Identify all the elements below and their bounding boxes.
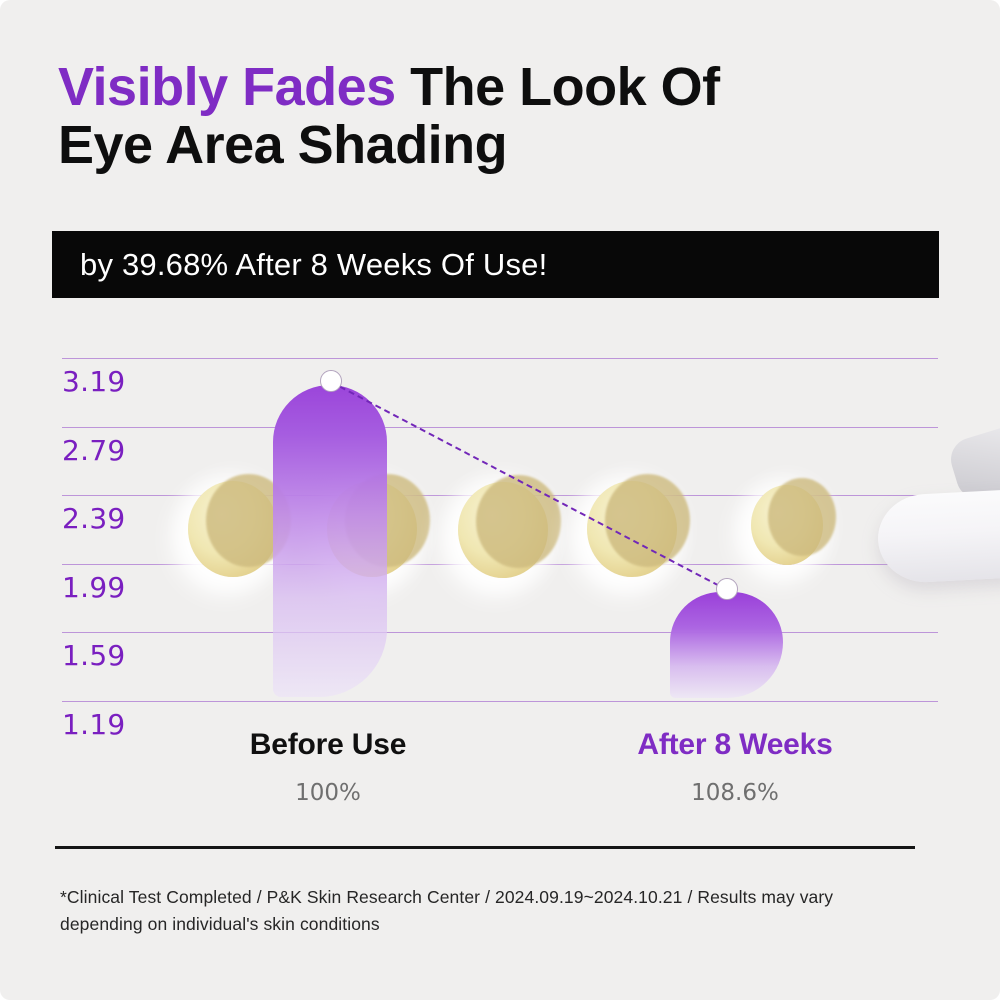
bar-after-8-weeks xyxy=(670,592,783,698)
y-axis-tick: 2.39 xyxy=(62,502,126,535)
product-tube-tip xyxy=(875,487,1000,585)
category-label: After 8 Weeks xyxy=(637,728,833,761)
y-axis-tick: 1.59 xyxy=(62,639,126,672)
gridline xyxy=(62,358,938,359)
category-percentage: 108.6% xyxy=(691,780,779,806)
title-highlight: Visibly Fades xyxy=(58,57,396,117)
y-axis-tick: 1.99 xyxy=(62,571,126,604)
cream-dollop xyxy=(188,481,278,577)
category-after-8-weeks: After 8 Weeks 108.6% xyxy=(575,728,895,806)
title-line1: Visibly Fades The Look Of xyxy=(58,58,720,116)
title-line2: Eye Area Shading xyxy=(58,115,508,175)
cream-dollop xyxy=(458,482,548,578)
bar-chart: 3.19 2.79 2.39 1.99 1.59 1.19 Before Use… xyxy=(0,330,1000,850)
cream-dollop xyxy=(587,481,677,577)
cream-dollop xyxy=(751,485,823,565)
category-before-use: Before Use 100% xyxy=(168,728,488,806)
category-label: Before Use xyxy=(249,728,407,761)
footer-divider xyxy=(55,846,915,849)
gridline xyxy=(62,427,938,428)
title-rest: The Look Of xyxy=(395,57,720,117)
y-axis-tick: 3.19 xyxy=(62,365,126,398)
y-axis-tick: 1.19 xyxy=(62,708,126,741)
claim-banner: by 39.68% After 8 Weeks Of Use! xyxy=(52,231,939,298)
category-percentage: 100% xyxy=(295,780,361,806)
data-point-marker-before xyxy=(320,370,342,392)
gridline xyxy=(62,632,938,633)
claim-banner-text: by 39.68% After 8 Weeks Of Use! xyxy=(80,246,548,282)
y-axis-tick: 2.79 xyxy=(62,434,126,467)
disclaimer-text: *Clinical Test Completed / P&K Skin Rese… xyxy=(60,887,834,934)
bar-before-use xyxy=(273,385,387,697)
page-title: Visibly Fades The Look Of Eye Area Shadi… xyxy=(58,58,720,174)
data-point-marker-after xyxy=(716,578,738,600)
gridline xyxy=(62,701,938,702)
